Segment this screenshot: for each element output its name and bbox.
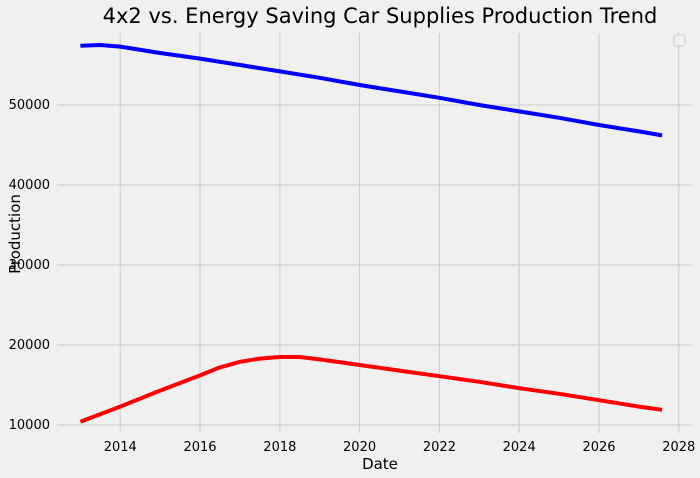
y-tick-label: 30000 (9, 258, 50, 273)
y-axis-label: Production (6, 194, 24, 274)
x-tick-label: 2020 (343, 440, 376, 455)
legend-box (673, 34, 686, 47)
chart-title: 4x2 vs. Energy Saving Car Supplies Produ… (103, 4, 658, 28)
x-tick-label: 2018 (263, 440, 296, 455)
y-tick-label: 20000 (9, 338, 50, 353)
tick-layer: 2014 2016 2018 2020 2022 2024 2026 2028 10000 200… (9, 98, 696, 455)
x-tick-label: 2026 (582, 440, 615, 455)
series-line-2 (79, 355, 663, 424)
x-tick-label: 2014 (104, 440, 137, 455)
x-tick-label: 2022 (423, 440, 456, 455)
grid-layer (57, 33, 692, 433)
y-tick-label: 40000 (9, 178, 50, 193)
x-tick-label: 2024 (503, 440, 536, 455)
y-tick-label: 50000 (9, 98, 50, 113)
y-tick-label: 10000 (9, 418, 50, 433)
x-tick-label: 2016 (183, 440, 216, 455)
plot-area (57, 33, 692, 433)
series-layer (79, 43, 663, 424)
x-tick-label: 2028 (662, 440, 695, 455)
x-axis-label: Date (362, 455, 398, 473)
series-line-1 (80, 43, 663, 138)
